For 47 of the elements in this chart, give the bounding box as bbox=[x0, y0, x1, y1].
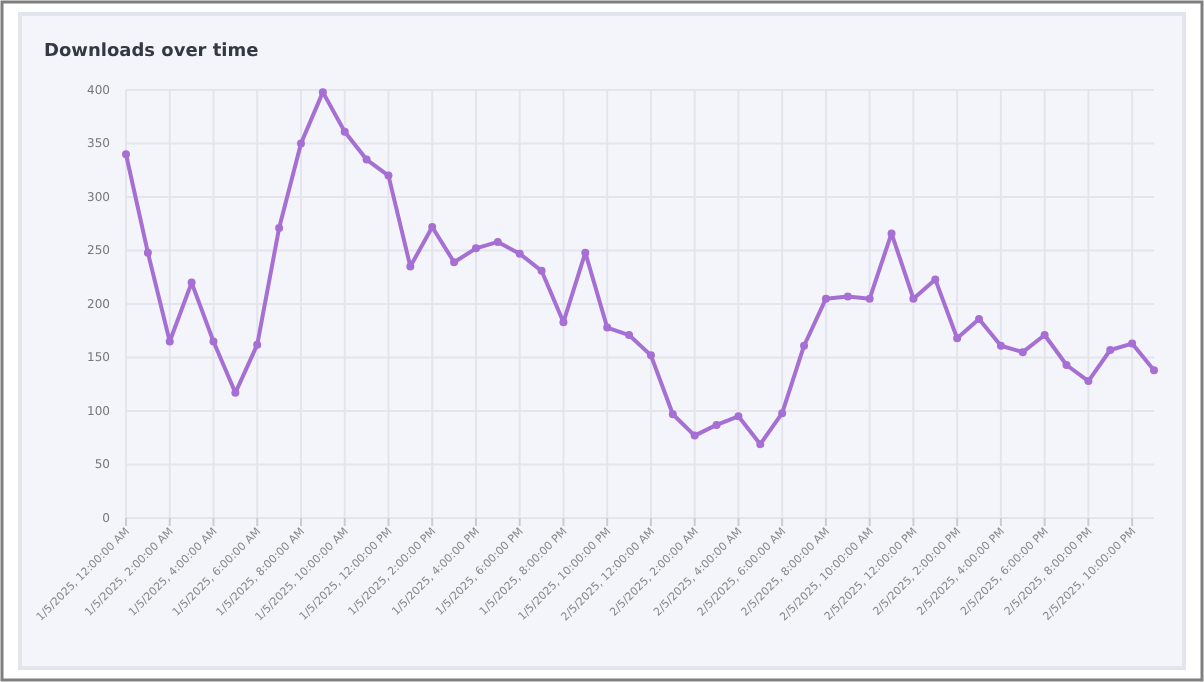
point bbox=[537, 266, 546, 275]
point bbox=[865, 294, 874, 303]
point bbox=[931, 275, 940, 284]
point bbox=[384, 171, 393, 180]
point bbox=[296, 139, 305, 148]
point bbox=[209, 337, 218, 346]
point bbox=[1018, 348, 1027, 357]
point bbox=[843, 292, 852, 301]
point bbox=[821, 294, 830, 303]
point bbox=[122, 150, 130, 159]
point bbox=[778, 409, 787, 418]
point bbox=[603, 323, 612, 332]
point bbox=[712, 420, 721, 429]
point bbox=[515, 249, 524, 258]
point bbox=[165, 337, 174, 346]
point bbox=[428, 222, 437, 231]
point bbox=[1062, 360, 1071, 369]
point bbox=[143, 248, 152, 257]
point bbox=[1106, 346, 1115, 355]
point bbox=[887, 229, 896, 238]
point bbox=[1084, 377, 1093, 386]
point bbox=[559, 318, 568, 327]
point bbox=[690, 431, 699, 440]
point bbox=[756, 440, 765, 449]
point bbox=[362, 155, 371, 164]
chart-title: Downloads over time bbox=[44, 42, 259, 62]
point bbox=[1040, 331, 1049, 340]
point bbox=[187, 278, 196, 287]
point bbox=[1150, 366, 1158, 375]
point bbox=[493, 237, 502, 246]
point bbox=[668, 410, 677, 419]
point bbox=[996, 341, 1005, 350]
point bbox=[471, 244, 480, 253]
point bbox=[800, 341, 809, 350]
point bbox=[1128, 339, 1137, 348]
point bbox=[734, 412, 743, 421]
point bbox=[275, 224, 284, 233]
point bbox=[340, 127, 349, 136]
point bbox=[406, 262, 415, 271]
point bbox=[975, 314, 984, 323]
point bbox=[953, 334, 962, 343]
point bbox=[646, 351, 655, 360]
point bbox=[909, 294, 918, 303]
point bbox=[625, 331, 634, 340]
point bbox=[450, 258, 459, 267]
point bbox=[253, 340, 262, 349]
point bbox=[581, 248, 590, 257]
